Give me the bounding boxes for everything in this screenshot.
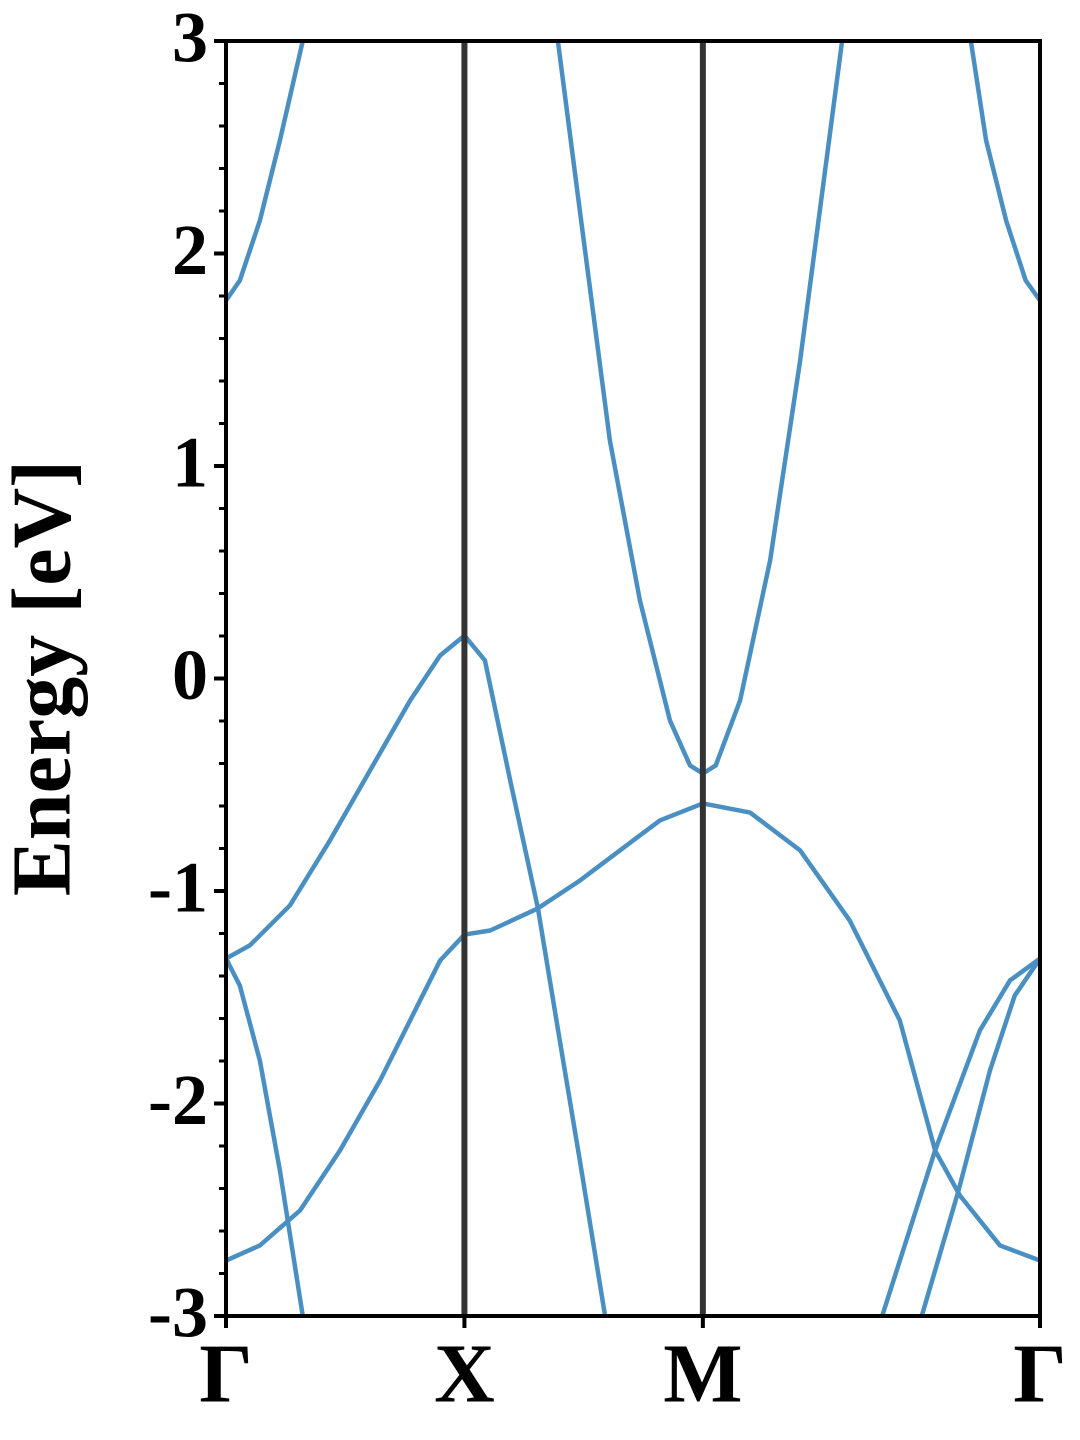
y-tick-label: 1 — [172, 423, 208, 503]
plot-frame — [224, 39, 1042, 1318]
band-line — [226, 41, 305, 302]
band-line — [919, 957, 1040, 1316]
y-tick-label: -3 — [148, 1273, 208, 1353]
x-tick-label: M — [663, 1327, 742, 1420]
band-line — [226, 957, 305, 1316]
band-line — [226, 633, 608, 1316]
y-tick-label: 0 — [172, 635, 208, 715]
x-tick-label: Γ — [1013, 1327, 1066, 1420]
y-tick-label: -2 — [148, 1060, 208, 1140]
y-tick-label: 2 — [172, 210, 208, 290]
plot-area — [226, 41, 1040, 1316]
band-line — [226, 801, 1040, 1263]
y-axis-label: Energy [eV] — [0, 460, 88, 896]
band-line — [555, 41, 845, 776]
y-tick-label: 3 — [172, 0, 208, 78]
y-tick-label: -1 — [148, 848, 208, 928]
x-tick-label: Γ — [199, 1327, 252, 1420]
band-line — [968, 41, 1040, 302]
x-tick-label: X — [434, 1327, 495, 1420]
band-line — [880, 956, 1040, 1316]
